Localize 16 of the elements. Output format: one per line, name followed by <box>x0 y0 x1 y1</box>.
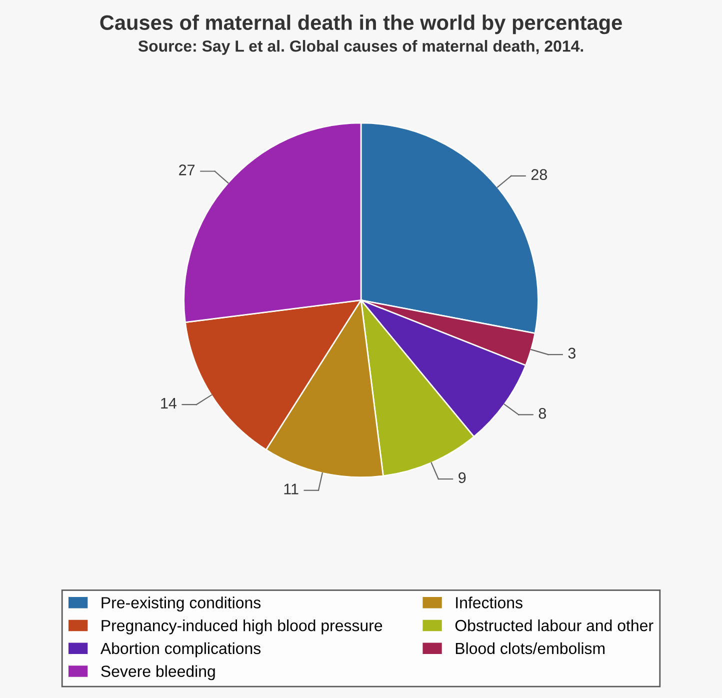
legend-label: Pre-existing conditions <box>102 596 261 612</box>
legend-label: Severe bleeding <box>101 665 215 680</box>
data-label: 27 <box>179 164 195 176</box>
chart-title: Causes of maternal death in the world by percentage <box>100 14 622 34</box>
data-label: 9 <box>458 472 466 484</box>
data-label: 11 <box>284 484 298 494</box>
data-label: 28 <box>531 169 547 180</box>
chart-subtitle: Source: Say L et al. Global causes of maternal death, 2014. <box>138 40 584 55</box>
data-label: 14 <box>161 398 176 409</box>
data-label: 3 <box>568 348 576 359</box>
legend-label: Abortion complications <box>100 642 261 658</box>
legend-label: Pregnancy-induced high blood pressure <box>102 619 382 634</box>
legend-label: Obstructed labour and other <box>455 619 654 632</box>
legend-label: Infections <box>456 596 522 608</box>
legend-label: Blood clots/embolism <box>456 642 604 654</box>
data-label: 8 <box>538 408 546 419</box>
